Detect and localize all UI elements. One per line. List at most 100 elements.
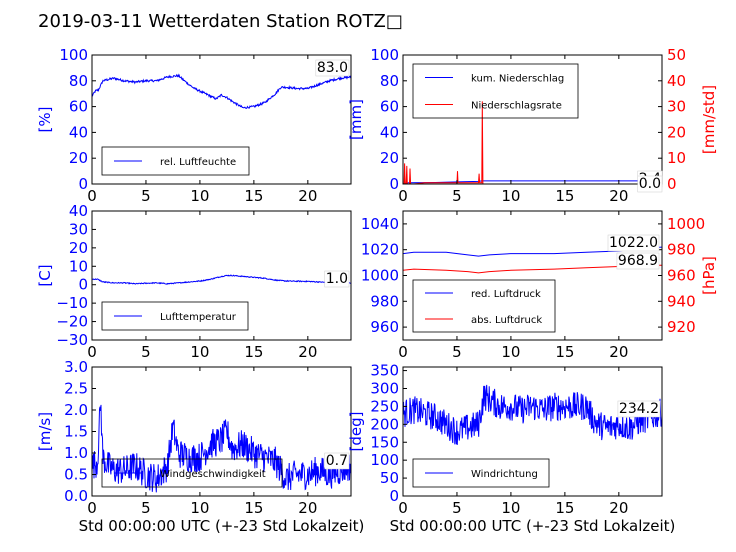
y-right-tick-label: 50: [667, 46, 686, 64]
axes-frame: [402, 54, 663, 185]
panel-bottom-left: 0 5 10 15 20 0.0 0.5 1.0 1.5 2.0 2.5 3.0 [m/s] Std 00…: [36, 358, 364, 535]
x-tick-label: 10: [501, 187, 520, 205]
x-tick-label: 5: [452, 187, 462, 205]
x-tick-label: 15: [244, 499, 263, 517]
x-tick-label: 5: [141, 187, 151, 205]
x-tick-label: 0: [398, 187, 408, 205]
x-tick-label: 20: [609, 343, 628, 361]
series-group: [92, 274, 351, 285]
y-tick-label: 40: [69, 123, 88, 141]
last-value-label: 1022.0: [609, 235, 658, 251]
y-tick-label: 250: [370, 397, 399, 415]
x-tick-label: 10: [501, 343, 520, 361]
y-tick-label: 100: [59, 46, 88, 64]
figure-title: 2019-03-11 Wetterdaten Station ROTZ□: [38, 11, 403, 32]
axes-frame: [402, 366, 663, 497]
series-line-0: [92, 404, 351, 493]
x-tick-label: 0: [87, 187, 97, 205]
axes-frame: [91, 54, 352, 185]
x-tick-label: 5: [141, 343, 151, 361]
x-tick-label: 0: [87, 343, 97, 361]
y-right-tick-label: 10: [667, 149, 686, 167]
y-tick-label: 3.0: [64, 358, 88, 376]
last-value-box: [637, 175, 663, 193]
legend-label: Windrichtung: [471, 469, 538, 480]
x-tick-label: 15: [555, 187, 574, 205]
x-tick-label: 15: [555, 343, 574, 361]
legend-label: Niederschlagsrate: [471, 101, 562, 112]
y-right-tick-label: 1000: [667, 215, 705, 233]
y-tick-label: 80: [380, 72, 399, 90]
legend-label: Windgeschwindigkeit: [160, 469, 266, 480]
last-value-box: [617, 400, 661, 418]
legend-label: rel. Luftfeuchte: [160, 157, 236, 168]
last-value-label: 234.2: [619, 401, 659, 417]
y-right-tick-label: 40: [667, 72, 686, 90]
panel-top-right: 0 5 10 15 20 0 20 40 60 80 100 0 10 20 30 40 50 [mm] [mm/s…: [347, 46, 718, 205]
y-tick-label: 20: [380, 149, 399, 167]
y-tick-label: −10: [56, 294, 88, 312]
legend-box: [412, 63, 579, 119]
series-line-0: [92, 274, 351, 285]
x-tick-label: 10: [501, 499, 520, 517]
y-tick-label: 40: [380, 123, 399, 141]
series-group: [92, 404, 351, 493]
y-tick-label: 20: [69, 239, 88, 257]
y-tick-label: 0: [389, 487, 399, 505]
series-group: [403, 101, 662, 184]
y-tick-label: 100: [370, 451, 399, 469]
y-tick-label: 980: [370, 292, 399, 310]
legend-label: kum. Niederschlag: [471, 74, 564, 85]
x-tick-label: 5: [452, 343, 462, 361]
legend-box: [101, 146, 250, 176]
y-tick-label: 0: [389, 175, 399, 193]
legend-label: abs. Luftdruck: [471, 315, 542, 326]
panel-middle-left: 0 5 10 15 20−30−20−10010203040[C]Lufttempera…: [36, 202, 352, 361]
y-right-axis-label: [mm/std]: [700, 85, 718, 154]
panel-top-left: 0 5 10 15 20 0 20 40 60 80 100 [%] rel. Luftfeuchte 8…: [36, 46, 352, 205]
y-tick-label: 960: [370, 318, 399, 336]
y-tick-label: 300: [370, 380, 399, 398]
last-value-box: [607, 234, 660, 252]
y-tick-label: 2.5: [64, 380, 88, 398]
y-tick-label: 2.0: [64, 401, 88, 419]
legend: kum. Niederschlag Niederschlagsrate: [412, 63, 579, 119]
x-tick-label: 0: [398, 499, 408, 517]
y-tick-label: 200: [370, 415, 399, 433]
legend: red. Luftdruck abs. Luftdruck: [412, 279, 556, 333]
panel-middle-right: 0 5 10 15 20 960 980 1000 1020 1040 920 940 960 980 10…: [361, 210, 718, 361]
x-axis-label: Std 00:00:00 UTC (+-23 Std Lokalzeit): [79, 517, 365, 535]
y-right-axis-label: [hPa]: [700, 256, 718, 295]
x-tick-label: 15: [555, 499, 574, 517]
y-axis-label: [C]: [36, 264, 54, 286]
legend-box: [412, 458, 550, 488]
y-tick-label: 60: [69, 98, 88, 116]
y-right-tick-label: 30: [667, 98, 686, 116]
y-axis-label: [mm]: [347, 99, 365, 140]
x-tick-label: 20: [298, 343, 317, 361]
y-right-tick-label: 20: [667, 123, 686, 141]
y-tick-label: 0.0: [64, 487, 88, 505]
y-tick-label: 1.5: [64, 423, 88, 441]
last-value-label: 968.9: [618, 253, 658, 269]
legend-box: [101, 458, 283, 488]
last-value-label: 0.0: [639, 176, 661, 192]
y-tick-label: 30: [69, 220, 88, 238]
x-tick-label: 20: [298, 187, 317, 205]
x-tick-label: 20: [609, 187, 628, 205]
y-tick-label: 1020: [361, 241, 399, 259]
legend-box: [101, 301, 249, 331]
y-axis-label: [m/s]: [36, 412, 54, 451]
y-tick-label: 20: [69, 149, 88, 167]
y-tick-label: 1040: [361, 215, 399, 233]
last-value-box: [324, 270, 350, 288]
y-tick-label: −30: [56, 331, 88, 349]
legend-box: [412, 279, 556, 333]
legend: Windrichtung: [412, 458, 550, 488]
axes-frame: [91, 210, 352, 341]
y-tick-label: 40: [69, 202, 88, 220]
x-tick-label: 5: [452, 499, 462, 517]
last-value-box: [616, 252, 660, 270]
